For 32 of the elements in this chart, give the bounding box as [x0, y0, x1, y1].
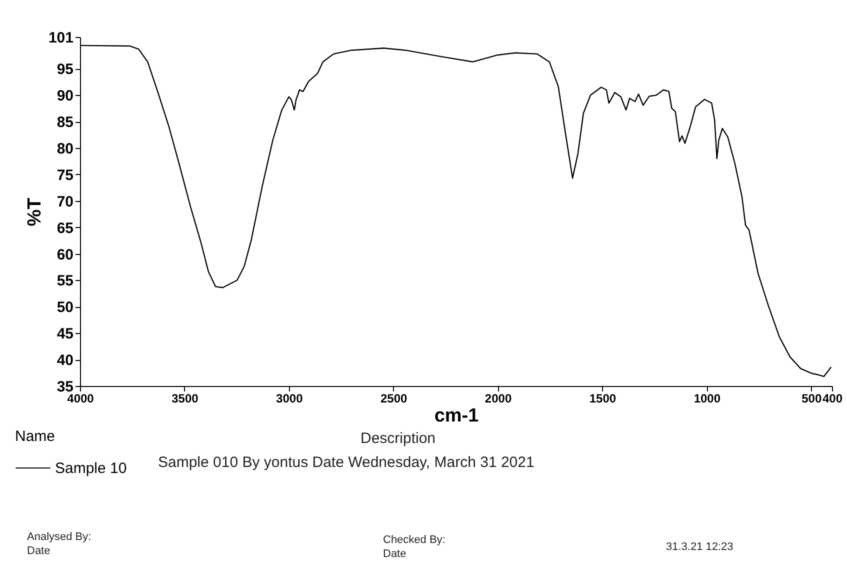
text: Date [27, 545, 50, 557]
legend-title: Name [15, 428, 56, 445]
y-tick-label: 95 [56, 61, 74, 78]
y-tick-label: 70 [56, 193, 74, 210]
y-tick-label: 60 [56, 246, 74, 264]
x-tick-label: 3000 [276, 392, 304, 406]
text: Description [360, 430, 436, 447]
y-tick-label: 55 [56, 272, 74, 290]
x-tick-label: 400 [822, 392, 843, 406]
text: Checked By: [383, 534, 446, 546]
text: Analysed By: [27, 531, 92, 543]
legend-label: Sample 10 [55, 460, 127, 477]
text: Date [383, 548, 406, 560]
x-tick-label: 3500 [172, 392, 199, 406]
x-tick-label: 500 [802, 392, 822, 406]
y-tick-label: 40 [56, 352, 74, 370]
y-tick-label: 90 [56, 88, 74, 105]
text: 31.3.21 12:23 [666, 541, 734, 553]
x-axis-title: cm-1 [434, 406, 480, 426]
x-tick-label: 1500 [589, 392, 616, 406]
y-tick-label: 85 [56, 114, 74, 132]
y-tick-label: 50 [56, 299, 74, 316]
x-tick-label: 1000 [694, 392, 721, 406]
y-axis-title: %T [24, 197, 46, 226]
x-tick-label: 2000 [484, 392, 512, 406]
x-tick-label: 2500 [380, 392, 408, 406]
y-tick-label: 80 [56, 140, 74, 158]
y-tick-label: 101 [48, 30, 74, 46]
y-tick-label: 65 [56, 220, 74, 237]
y-tick-label: 75 [56, 166, 74, 184]
text: Sample 010 By yontus Date Wednesday, March 31 2021 [158, 454, 534, 471]
y-tick-label: 45 [56, 326, 74, 343]
